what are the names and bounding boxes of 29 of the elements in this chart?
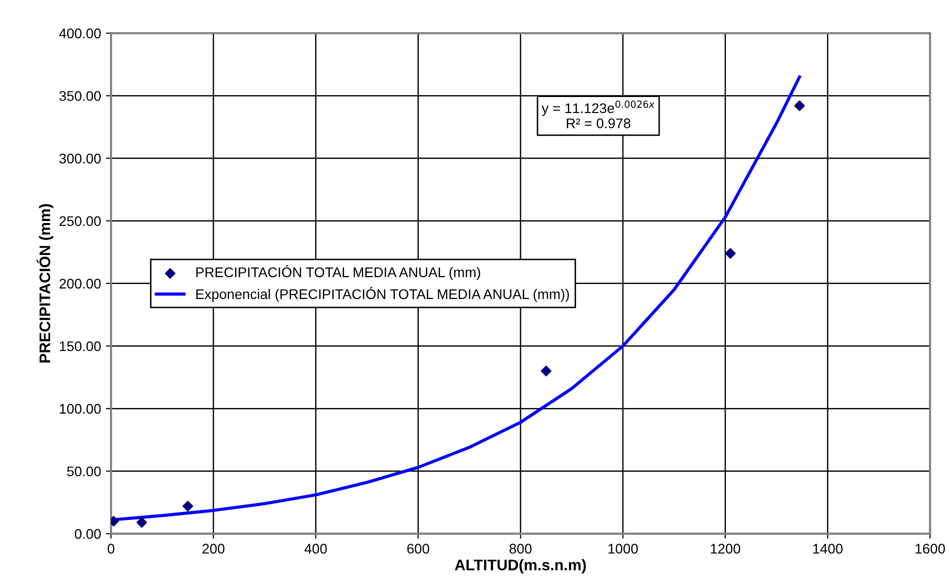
point xyxy=(136,517,148,528)
x-tick-label: 200 xyxy=(202,544,224,554)
y-tick-label: 250.00 xyxy=(60,216,101,226)
x-tick-label: 1400 xyxy=(813,544,843,554)
x-tick-label: 0 xyxy=(108,544,114,554)
y-tick-label: 150.00 xyxy=(60,341,101,352)
x-tick-label: 1000 xyxy=(608,544,638,554)
x-tick-label: 1600 xyxy=(916,544,945,554)
y-tick-label: 300.00 xyxy=(59,154,101,164)
y-tick-label: 0.00 xyxy=(74,529,101,539)
annotation: R² = 0.978 xyxy=(566,118,630,128)
x-tick-label: 600 xyxy=(407,544,430,554)
y-tick-label: 50.00 xyxy=(67,466,101,476)
y-tick-label: 350.00 xyxy=(59,91,101,101)
legend-label: Exponencial (PRECIPITACIÓN TOTAL MEDIA ANUAL (mm)) xyxy=(196,286,569,302)
annotation: y = 11.123e$^{0.0026x}$ xyxy=(542,100,655,116)
y-tick-label: 200.00 xyxy=(60,278,101,289)
x-tick-label: 400 xyxy=(304,544,327,554)
point xyxy=(794,100,805,112)
legend-label: PRECIPITACIÓN TOTAL MEDIA ANUAL (mm) xyxy=(196,265,480,280)
point xyxy=(725,248,736,259)
x-axis-title: ALTITUD(m.s.n.m) xyxy=(454,559,586,574)
x-tick-label: 800 xyxy=(510,544,532,554)
y-axis-title: PRECIPITACIÓN (mm) xyxy=(36,204,54,362)
point xyxy=(540,366,552,376)
y-tick-label: 400.00 xyxy=(59,28,101,38)
point xyxy=(182,500,194,512)
x-tick-label: 1200 xyxy=(710,544,740,554)
y-tick-label: 100.00 xyxy=(60,404,101,414)
